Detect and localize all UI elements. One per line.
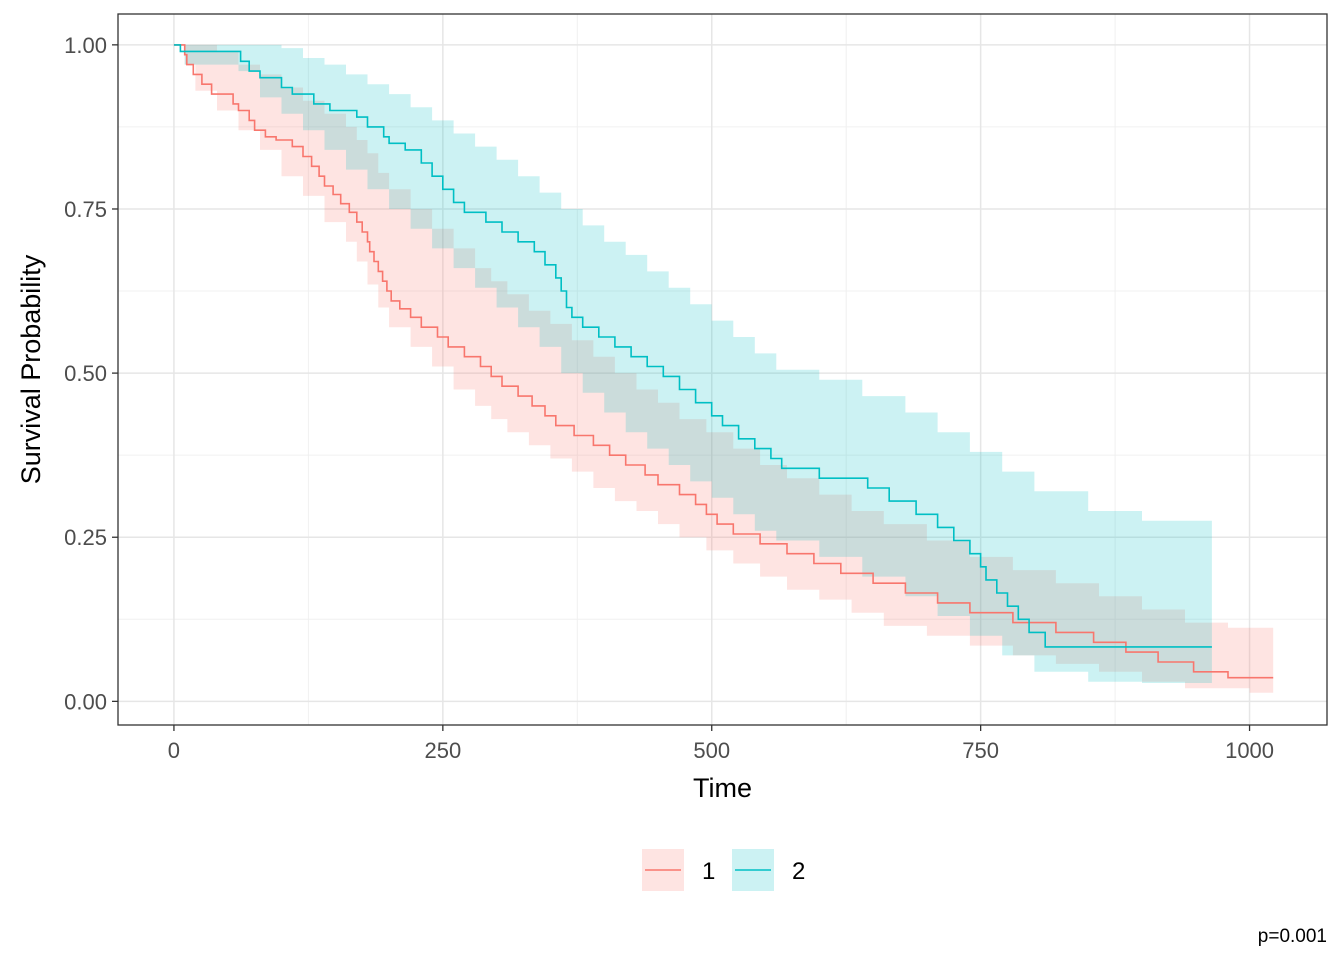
legend-label: 1 — [702, 858, 715, 885]
plot-panel — [117, 13, 1328, 726]
x-tick-label: 1000 — [1225, 738, 1274, 763]
x-tick-label: 250 — [424, 738, 461, 763]
confidence-band-1 — [173, 44, 1274, 693]
p-value-annotation: p=0.001 — [1258, 926, 1327, 947]
y-tick-label: 1.00 — [64, 33, 107, 58]
axis-ticks: 0 250 500 750 1000 0.00 0.25 0.50 0.75 1.00 — [64, 33, 1274, 763]
survival-curves — [173, 44, 1274, 679]
y-tick-label: 0.25 — [64, 525, 107, 550]
legend-label: 2 — [792, 858, 805, 885]
y-axis-title: Survival Probability — [16, 254, 46, 484]
legend-item-1: 1 — [642, 849, 715, 891]
confidence-band-2 — [173, 44, 1212, 683]
survival-line-1 — [173, 44, 1274, 679]
x-tick-label: 750 — [962, 738, 999, 763]
legend-item-2: 2 — [732, 849, 805, 891]
grid — [118, 14, 1327, 725]
y-tick-label: 0.50 — [64, 361, 107, 386]
y-tick-label: 0.75 — [64, 197, 107, 222]
x-tick-label: 500 — [693, 738, 730, 763]
y-tick-label: 0.00 — [64, 689, 107, 714]
x-tick-label: 0 — [168, 738, 180, 763]
x-axis-title: Time — [693, 773, 752, 803]
survival-line-2 — [173, 44, 1212, 648]
confidence-bands — [173, 44, 1274, 693]
